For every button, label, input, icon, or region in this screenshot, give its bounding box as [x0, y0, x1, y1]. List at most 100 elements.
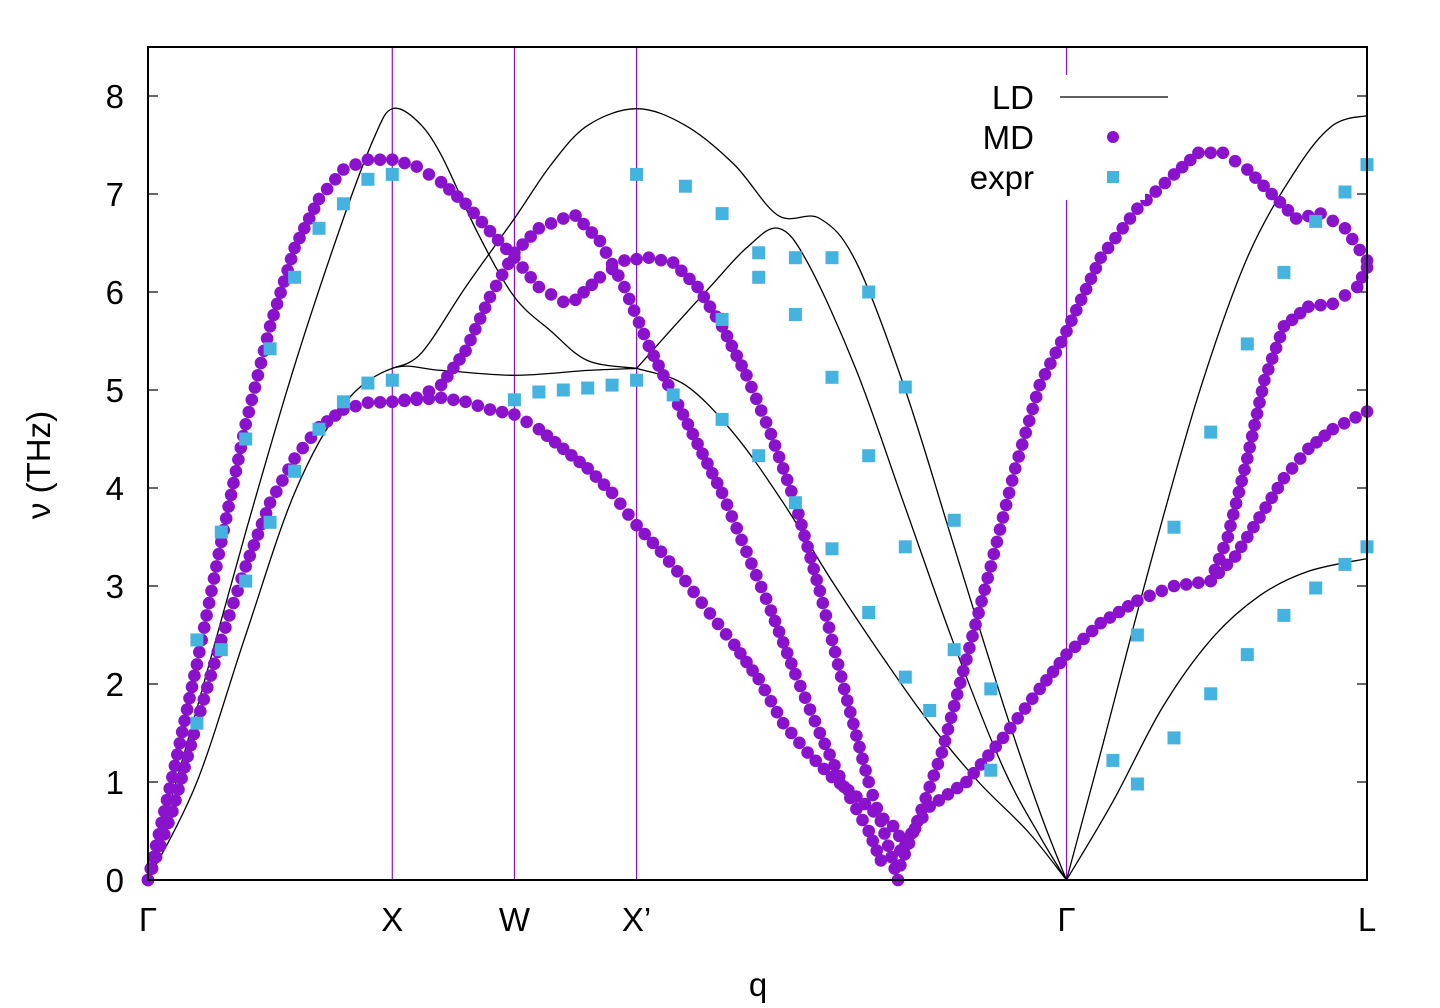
- md-point-2-275: [502, 257, 515, 271]
- md-point-3-382: [1026, 402, 1039, 416]
- md-point-0-13: [175, 725, 189, 739]
- md-point-0-55: [293, 231, 306, 245]
- ld-branch-3: [636, 227, 1068, 881]
- md-point-0-120: [798, 529, 811, 543]
- md-point-4-481: [1349, 411, 1362, 424]
- x-tick-labels: Γ X W X’ Γ L: [139, 901, 1376, 938]
- md-point-0-11: [171, 748, 184, 761]
- legend-label-md: MD: [983, 119, 1034, 156]
- ytick-label-7: 7: [106, 176, 124, 213]
- expr-point-59: [1277, 608, 1291, 622]
- md-point-4-453: [1103, 611, 1117, 624]
- ytick-label-4: 4: [106, 470, 124, 507]
- y-axis-title: ν (THz): [20, 411, 57, 519]
- md-point-3-353: [935, 746, 949, 759]
- md-point-3-365: [972, 606, 985, 620]
- expr-point-60: [1277, 265, 1291, 279]
- md-point-1-223: [646, 536, 660, 550]
- md-point-1-252: [867, 805, 880, 818]
- md-point-0-56: [298, 222, 311, 235]
- expr-point-51: [1130, 777, 1144, 791]
- md-point-1-238: [758, 683, 772, 697]
- md-point-0-66: [386, 153, 399, 166]
- md-point-3-387: [1049, 346, 1063, 360]
- md-point-0-74: [467, 206, 481, 220]
- md-point-0-42: [248, 381, 262, 394]
- md-point-2-298: [662, 378, 675, 392]
- md-point-1-205: [483, 403, 497, 416]
- md-point-1-237: [752, 672, 765, 686]
- md-point-3-384: [1033, 378, 1046, 392]
- md-point-5-495: [1243, 441, 1256, 454]
- md-point-0-106: [740, 369, 753, 382]
- md-point-0-14: [178, 714, 191, 728]
- ytick-label-2: 2: [106, 666, 124, 703]
- md-point-3-393: [1079, 282, 1093, 296]
- expr-point-61: [1309, 581, 1323, 595]
- md-point-0-51: [277, 275, 291, 288]
- md-point-0-10: [168, 759, 182, 773]
- md-point-4-454: [1112, 605, 1126, 619]
- md-point-3-386: [1044, 357, 1057, 370]
- md-point-1-232: [719, 628, 733, 641]
- md-point-1-185: [276, 474, 289, 487]
- expr-point-42: [898, 670, 912, 684]
- md-point-3-360: [957, 664, 970, 678]
- md-point-2-300: [671, 398, 685, 412]
- md-point-0-32: [222, 500, 235, 513]
- md-point-0-61: [329, 173, 342, 186]
- ytick-label-1: 1: [106, 764, 124, 801]
- md-point-1-216: [589, 470, 603, 483]
- md-point-3-350: [923, 780, 936, 794]
- md-point-3-396: [1094, 251, 1107, 264]
- md-point-2-310: [720, 498, 734, 512]
- md-point-0-88: [593, 271, 607, 284]
- md-point-1-224: [654, 545, 668, 558]
- md-point-2-322: [776, 636, 790, 649]
- md-point-1-153: [153, 839, 167, 852]
- md-point-0-39: [239, 418, 252, 431]
- md-point-0-70: [434, 175, 448, 189]
- md-point-2-312: [730, 521, 743, 535]
- md-point-1-154: [158, 828, 171, 841]
- md-point-1-188: [296, 441, 310, 455]
- md-point-5-511: [1326, 297, 1340, 311]
- md-point-0-95: [675, 264, 688, 278]
- md-point-0-121: [801, 540, 814, 554]
- md-point-3-379: [1015, 438, 1029, 451]
- md-point-1-239: [764, 694, 778, 708]
- md-point-4-432: [941, 788, 955, 801]
- md-point-3-371: [990, 535, 1004, 549]
- md-point-3-372: [993, 523, 1007, 536]
- md-point-3-374: [999, 498, 1013, 512]
- expr-point-57: [1240, 648, 1254, 662]
- md-point-2-278: [524, 230, 537, 243]
- md-point-0-97: [691, 280, 704, 294]
- md-point-2-296: [652, 359, 665, 372]
- md-point-1-194: [349, 399, 362, 413]
- md-point-1-243: [793, 736, 806, 750]
- md-point-0-83: [544, 288, 558, 301]
- expr-point-33: [788, 496, 802, 510]
- md-point-0-41: [245, 393, 259, 407]
- md-point-0-147: [885, 850, 898, 864]
- axis-ticks: [148, 95, 1367, 881]
- md-point-5-502: [1262, 363, 1275, 376]
- md-point-2-282: [569, 209, 582, 222]
- md-point-1-206: [495, 405, 509, 419]
- md-point-2-268: [464, 333, 477, 347]
- md-point-3-364: [969, 618, 982, 631]
- expr-point-27: [715, 412, 729, 426]
- md-point-3-352: [931, 757, 945, 771]
- md-point-3-378: [1012, 450, 1025, 463]
- md-point-2-295: [647, 349, 660, 363]
- md-point-1-171: [215, 633, 228, 647]
- md-point-5-504: [1269, 341, 1283, 355]
- md-point-3-363: [966, 629, 979, 643]
- md-point-2-287: [605, 257, 619, 271]
- expr-point-0: [190, 716, 204, 730]
- md-point-2-309: [715, 486, 729, 500]
- md-point-1-203: [459, 395, 472, 409]
- md-point-0-16: [183, 691, 196, 705]
